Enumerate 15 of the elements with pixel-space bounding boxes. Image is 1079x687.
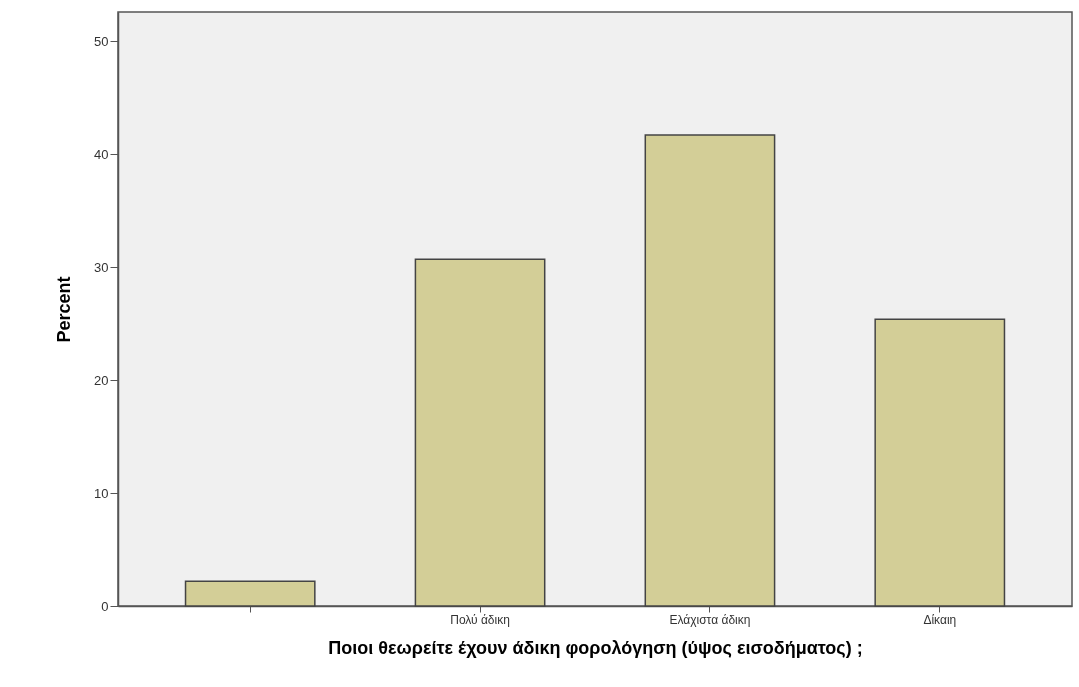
- x-tick-label: Πολύ άδικη: [450, 612, 510, 627]
- bar: [414, 258, 546, 607]
- y-tick-label: 30: [94, 259, 109, 275]
- bar: [644, 134, 776, 607]
- y-tick-label: 20: [94, 372, 109, 388]
- x-axis-title: Ποιοι θεωρείτε έχουν άδικη φορολόγηση (ύψος εισοδήματος) ;: [328, 637, 863, 658]
- y-axis-title: Percent: [54, 276, 75, 343]
- bar: [184, 580, 316, 607]
- y-tick-label: 0: [101, 598, 109, 614]
- y-tick-label: 10: [94, 485, 109, 501]
- bar: [874, 318, 1006, 607]
- y-tick-label: 50: [94, 33, 109, 49]
- y-tick-label: 40: [94, 146, 109, 162]
- x-tick-label: Ελάχιστα άδικη: [669, 612, 751, 627]
- x-tick-label: Δίκαιη: [923, 612, 957, 627]
